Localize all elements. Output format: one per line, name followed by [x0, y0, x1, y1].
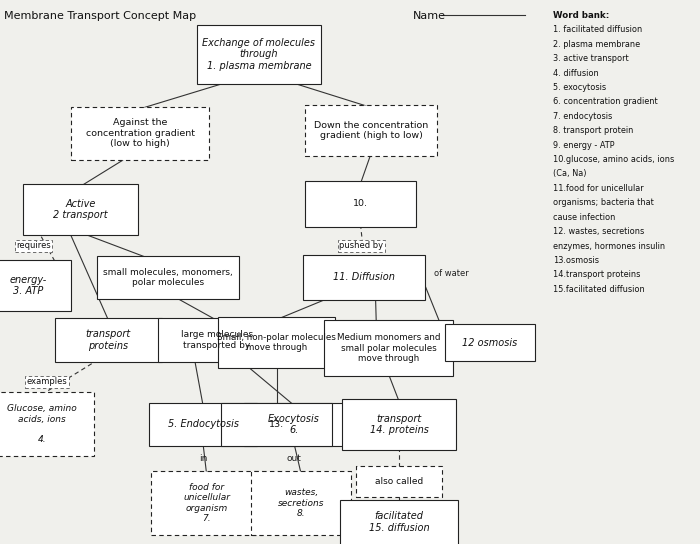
Text: Down the concentration
gradient (high to low): Down the concentration gradient (high to…	[314, 121, 428, 140]
FancyBboxPatch shape	[445, 324, 535, 361]
FancyBboxPatch shape	[0, 261, 71, 311]
Text: 13.: 13.	[269, 420, 284, 429]
Text: facilitated
15. diffusion: facilitated 15. diffusion	[369, 511, 429, 533]
Text: organisms; bacteria that: organisms; bacteria that	[553, 199, 654, 207]
Text: of water: of water	[434, 269, 469, 277]
Text: 12. wastes, secretions: 12. wastes, secretions	[553, 227, 644, 236]
Text: 4. diffusion: 4. diffusion	[553, 69, 598, 78]
Text: 11. Diffusion: 11. Diffusion	[333, 273, 395, 282]
Text: Name: Name	[413, 11, 446, 21]
FancyBboxPatch shape	[97, 256, 239, 299]
Text: Word bank:: Word bank:	[553, 11, 609, 20]
Text: in: in	[199, 454, 207, 463]
Text: Exchange of molecules
through
1. plasma membrane: Exchange of molecules through 1. plasma …	[202, 38, 316, 71]
FancyBboxPatch shape	[221, 403, 332, 446]
Text: small molecules, monomers,
polar molecules: small molecules, monomers, polar molecul…	[103, 268, 233, 287]
Text: (Ca, Na): (Ca, Na)	[553, 170, 587, 178]
Text: 5. Endocytosis: 5. Endocytosis	[167, 419, 239, 429]
Text: Against the
concentration gradient
(low to high): Against the concentration gradient (low …	[85, 119, 195, 148]
Text: 14.transport proteins: 14.transport proteins	[553, 270, 640, 280]
FancyBboxPatch shape	[218, 318, 335, 368]
Text: 1. facilitated diffusion: 1. facilitated diffusion	[553, 26, 643, 34]
Text: 8. transport protein: 8. transport protein	[553, 126, 634, 135]
FancyBboxPatch shape	[342, 399, 456, 449]
Text: energy-
3. ATP: energy- 3. ATP	[9, 275, 47, 296]
Text: Membrane Transport Concept Map: Membrane Transport Concept Map	[4, 11, 195, 21]
Text: transport
proteins: transport proteins	[86, 329, 131, 351]
Text: 6. concentration gradient: 6. concentration gradient	[553, 97, 658, 107]
FancyBboxPatch shape	[324, 320, 453, 376]
Text: requires: requires	[16, 242, 51, 250]
Text: 7. endocytosis: 7. endocytosis	[553, 112, 612, 121]
FancyBboxPatch shape	[304, 255, 424, 300]
Text: transport
14. proteins: transport 14. proteins	[370, 413, 428, 435]
FancyBboxPatch shape	[340, 499, 458, 544]
Text: Small, non-polar molecules
move through: Small, non-polar molecules move through	[217, 333, 336, 353]
Text: out: out	[286, 454, 302, 463]
FancyBboxPatch shape	[356, 466, 442, 497]
Text: 11.food for unicellular: 11.food for unicellular	[553, 184, 643, 193]
Text: Glucose, amino
acids, ions

4.: Glucose, amino acids, ions 4.	[7, 404, 77, 444]
FancyBboxPatch shape	[0, 392, 94, 456]
Text: Exocytosis
6.: Exocytosis 6.	[268, 413, 320, 435]
FancyBboxPatch shape	[251, 471, 351, 535]
FancyBboxPatch shape	[158, 318, 276, 362]
Text: 9. energy - ATP: 9. energy - ATP	[553, 140, 615, 150]
FancyBboxPatch shape	[244, 403, 344, 446]
Text: 12 osmosis: 12 osmosis	[463, 338, 517, 348]
Text: 10.: 10.	[353, 200, 368, 208]
FancyBboxPatch shape	[305, 106, 437, 156]
FancyBboxPatch shape	[71, 107, 209, 160]
Text: Medium monomers and
small polar molecules
move through: Medium monomers and small polar molecule…	[337, 333, 440, 363]
Text: cause infection: cause infection	[553, 213, 615, 222]
FancyBboxPatch shape	[151, 471, 262, 535]
FancyBboxPatch shape	[150, 403, 256, 446]
Text: 2. plasma membrane: 2. plasma membrane	[553, 40, 640, 49]
Text: 15.facilitated diffusion: 15.facilitated diffusion	[553, 285, 645, 294]
Text: 10.glucose, amino acids, ions: 10.glucose, amino acids, ions	[553, 155, 674, 164]
FancyBboxPatch shape	[55, 318, 162, 362]
Text: 5. exocytosis: 5. exocytosis	[553, 83, 606, 92]
Text: food for
unicellular
organism
7.: food for unicellular organism 7.	[183, 483, 230, 523]
Text: 3. active transport: 3. active transport	[553, 54, 629, 63]
FancyBboxPatch shape	[305, 182, 416, 226]
Text: 13.osmosis: 13.osmosis	[553, 256, 599, 265]
Text: Active
2 transport: Active 2 transport	[53, 199, 108, 220]
Text: also called: also called	[375, 477, 423, 486]
Text: large molecules
transported by: large molecules transported by	[181, 330, 253, 350]
FancyBboxPatch shape	[197, 25, 321, 84]
FancyBboxPatch shape	[24, 184, 137, 235]
Text: pushed by: pushed by	[339, 242, 384, 250]
Text: wastes,
secretions
8.: wastes, secretions 8.	[278, 489, 324, 518]
Text: enzymes, hormones insulin: enzymes, hormones insulin	[553, 242, 665, 251]
Text: examples: examples	[27, 378, 67, 386]
